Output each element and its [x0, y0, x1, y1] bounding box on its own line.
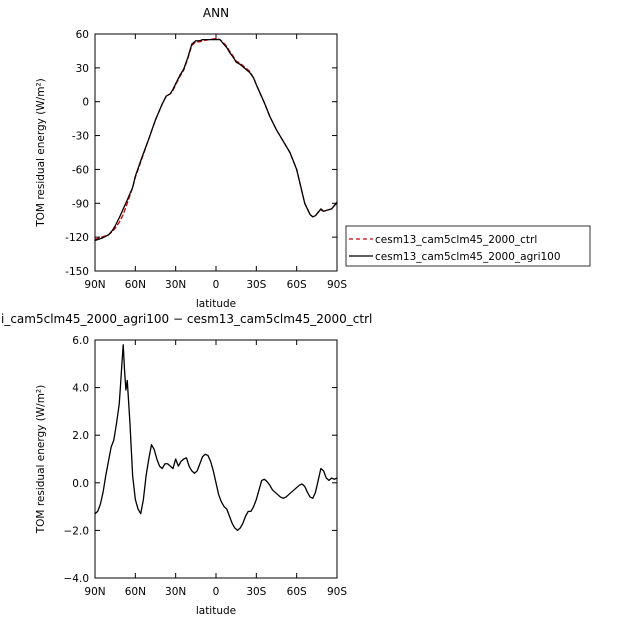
top-y-tick-label: 0 [82, 97, 89, 109]
bottom-x-tick-label: 90S [327, 586, 347, 598]
top-series-line-1 [94, 37, 338, 241]
top-x-tick-label: 30S [246, 279, 266, 291]
bottom-x-tick-label: 60N [125, 586, 146, 598]
bottom-y-tick-label: 2.0 [72, 430, 89, 442]
top-y-ticks: 60 30 0 -30 -60 -90 -120 -150 [65, 29, 337, 278]
top-x-axis-title: latitude [196, 298, 236, 310]
legend-label-ctrl: cesm13_cam5clm45_2000_ctrl [375, 234, 537, 246]
bottom-x-tick-label: 30N [165, 586, 186, 598]
bottom-panel: i_cam5clm45_2000_agri100 − cesm13_cam5cl… [1, 312, 372, 617]
top-y-tick-label: -60 [72, 164, 89, 176]
bottom-x-ticks: 90N 60N 30N 0 30S 60S 90S [84, 340, 347, 598]
legend-box [345, 225, 591, 267]
top-y-tick-label: -90 [72, 198, 89, 210]
bottom-x-tick-label: 30S [246, 586, 266, 598]
bottom-y-ticks: 6.0 4.0 2.0 0.0 −2.0 −4.0 [64, 335, 337, 585]
top-x-tick-label: 60S [287, 279, 307, 291]
bottom-plot-title: i_cam5clm45_2000_agri100 − cesm13_cam5cl… [1, 312, 372, 326]
top-x-tick-label: 90S [327, 279, 347, 291]
bottom-x-axis-title: latitude [196, 605, 236, 617]
top-y-axis-title: TOM residual energy (W/m²) [35, 78, 47, 228]
top-y-tick-label: -120 [65, 232, 89, 244]
bottom-x-tick-label: 90N [84, 586, 105, 598]
bottom-y-axis-title: TOM residual energy (W/m²) [35, 385, 47, 535]
legend-label-agri100: cesm13_cam5clm45_2000_agri100 [375, 251, 561, 263]
bottom-series-line-1 [94, 344, 338, 532]
top-y-tick-label: -150 [65, 266, 89, 278]
top-series-line-2 [94, 38, 338, 242]
top-x-tick-label: 0 [213, 279, 220, 291]
top-y-tick-label: 60 [76, 29, 89, 41]
top-y-tick-label: 30 [76, 63, 89, 75]
bottom-x-tick-label: 0 [213, 586, 220, 598]
top-plot-title: ANN [203, 6, 229, 20]
bottom-y-tick-label: 6.0 [72, 335, 89, 347]
top-plot-frame [94, 33, 338, 272]
bottom-y-tick-label: 4.0 [72, 383, 89, 395]
bottom-series-layer [94, 344, 338, 532]
top-panel: ANN 90N 60N 30N 0 30S 60S 90S 60 30 0 -30 -60 -90 -1… [35, 6, 347, 310]
top-y-tick-label: -30 [72, 131, 89, 143]
legend: cesm13_cam5clm45_2000_ctrl cesm13_cam5cl… [345, 225, 591, 267]
bottom-y-tick-label: −2.0 [64, 525, 90, 537]
bottom-x-tick-label: 60S [287, 586, 307, 598]
bottom-y-tick-label: 0.0 [72, 478, 89, 490]
top-x-ticks: 90N 60N 30N 0 30S 60S 90S [84, 34, 347, 291]
top-x-tick-label: 30N [165, 279, 186, 291]
top-series-layer [94, 37, 338, 242]
bottom-y-tick-label: −4.0 [64, 573, 90, 585]
top-x-tick-label: 60N [125, 279, 146, 291]
top-x-tick-label: 90N [84, 279, 105, 291]
